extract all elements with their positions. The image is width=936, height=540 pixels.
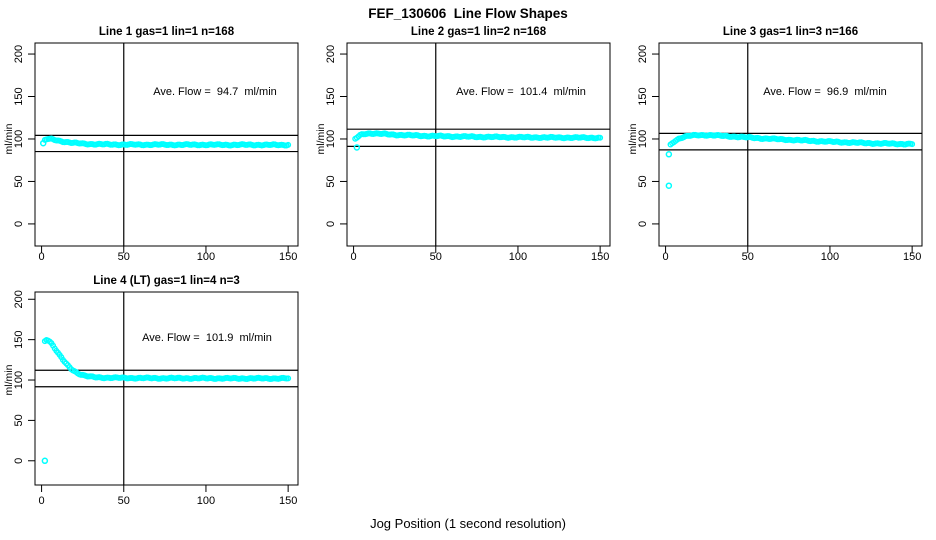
x-tick-label: 100 [197,495,215,507]
x-axis-label: Jog Position (1 second resolution) [370,516,566,531]
y-tick-label: 50 [13,175,25,187]
y-tick-label: 50 [325,175,337,187]
x-tick-label: 150 [279,495,297,507]
data-point [597,134,604,141]
panel-3-y-axis-label: ml/min [627,123,639,155]
x-tick-label: 50 [118,251,130,263]
y-tick-label: 150 [13,87,25,105]
x-tick-label: 50 [118,495,130,507]
x-tick-label: 50 [742,251,754,263]
panel-1-y-axis-label: ml/min [3,123,15,155]
y-tick-label: 150 [637,87,649,105]
x-tick-label: 100 [821,251,839,263]
y-tick-label: 200 [13,290,25,308]
y-tick-label: 0 [13,221,25,227]
y-tick-label: 0 [13,458,25,464]
x-tick-label: 150 [903,251,921,263]
x-tick-label: 0 [39,495,45,507]
panel-1-ave-flow-annotation: Ave. Flow = 94.7 ml/min [153,86,277,98]
outlier-data-point [665,151,673,158]
panel-2-plot-box [346,42,611,247]
x-tick-label: 150 [279,251,297,263]
panel-4-y-axis-label: ml/min [3,364,15,396]
panel-4-ave-flow-annotation: Ave. Flow = 101.9 ml/min [142,332,272,344]
data-point [285,141,292,148]
x-tick-label: 50 [430,251,442,263]
x-tick-label: 100 [197,251,215,263]
panel-2-ave-flow-annotation: Ave. Flow = 101.4 ml/min [456,86,586,98]
x-tick-label: 100 [509,251,527,263]
y-tick-label: 150 [13,330,25,348]
panel-4-plot-box [34,291,299,486]
panel-3-title: Line 3 gas=1 lin=3 n=166 [722,26,859,38]
y-tick-label: 150 [325,87,337,105]
panel-3-ave-flow-annotation: Ave. Flow = 96.9 ml/min [763,86,887,98]
panel-1-title: Line 1 gas=1 lin=1 n=168 [98,26,235,38]
y-tick-label: 50 [637,175,649,187]
panel-3-plot-box [658,42,923,247]
figure-title: FEF_130606 Line Flow Shapes [368,6,568,21]
data-point [285,375,292,382]
y-tick-label: 200 [637,45,649,63]
x-tick-label: 0 [351,251,357,263]
outlier-data-point [665,182,673,189]
panel-1-plot-box [34,42,299,247]
x-tick-label: 0 [663,251,669,263]
x-tick-label: 150 [591,251,609,263]
outlier-data-point [39,139,47,147]
y-tick-label: 100 [13,371,25,389]
y-tick-label: 200 [325,45,337,63]
panel-2-y-axis-label: ml/min [315,123,327,155]
data-point [909,141,916,148]
y-tick-label: 50 [13,414,25,426]
outlier-data-point [353,144,361,151]
panel-4-title: Line 4 (LT) gas=1 lin=4 n=3 [93,275,240,287]
y-tick-label: 100 [637,130,649,148]
y-tick-label: 200 [13,45,25,63]
y-tick-label: 0 [637,221,649,227]
y-tick-label: 100 [325,130,337,148]
panel-2-title: Line 2 gas=1 lin=2 n=168 [410,26,547,38]
x-tick-label: 0 [39,251,45,263]
outlier-data-point [41,457,49,465]
y-tick-label: 100 [13,130,25,148]
y-tick-label: 0 [325,221,337,227]
